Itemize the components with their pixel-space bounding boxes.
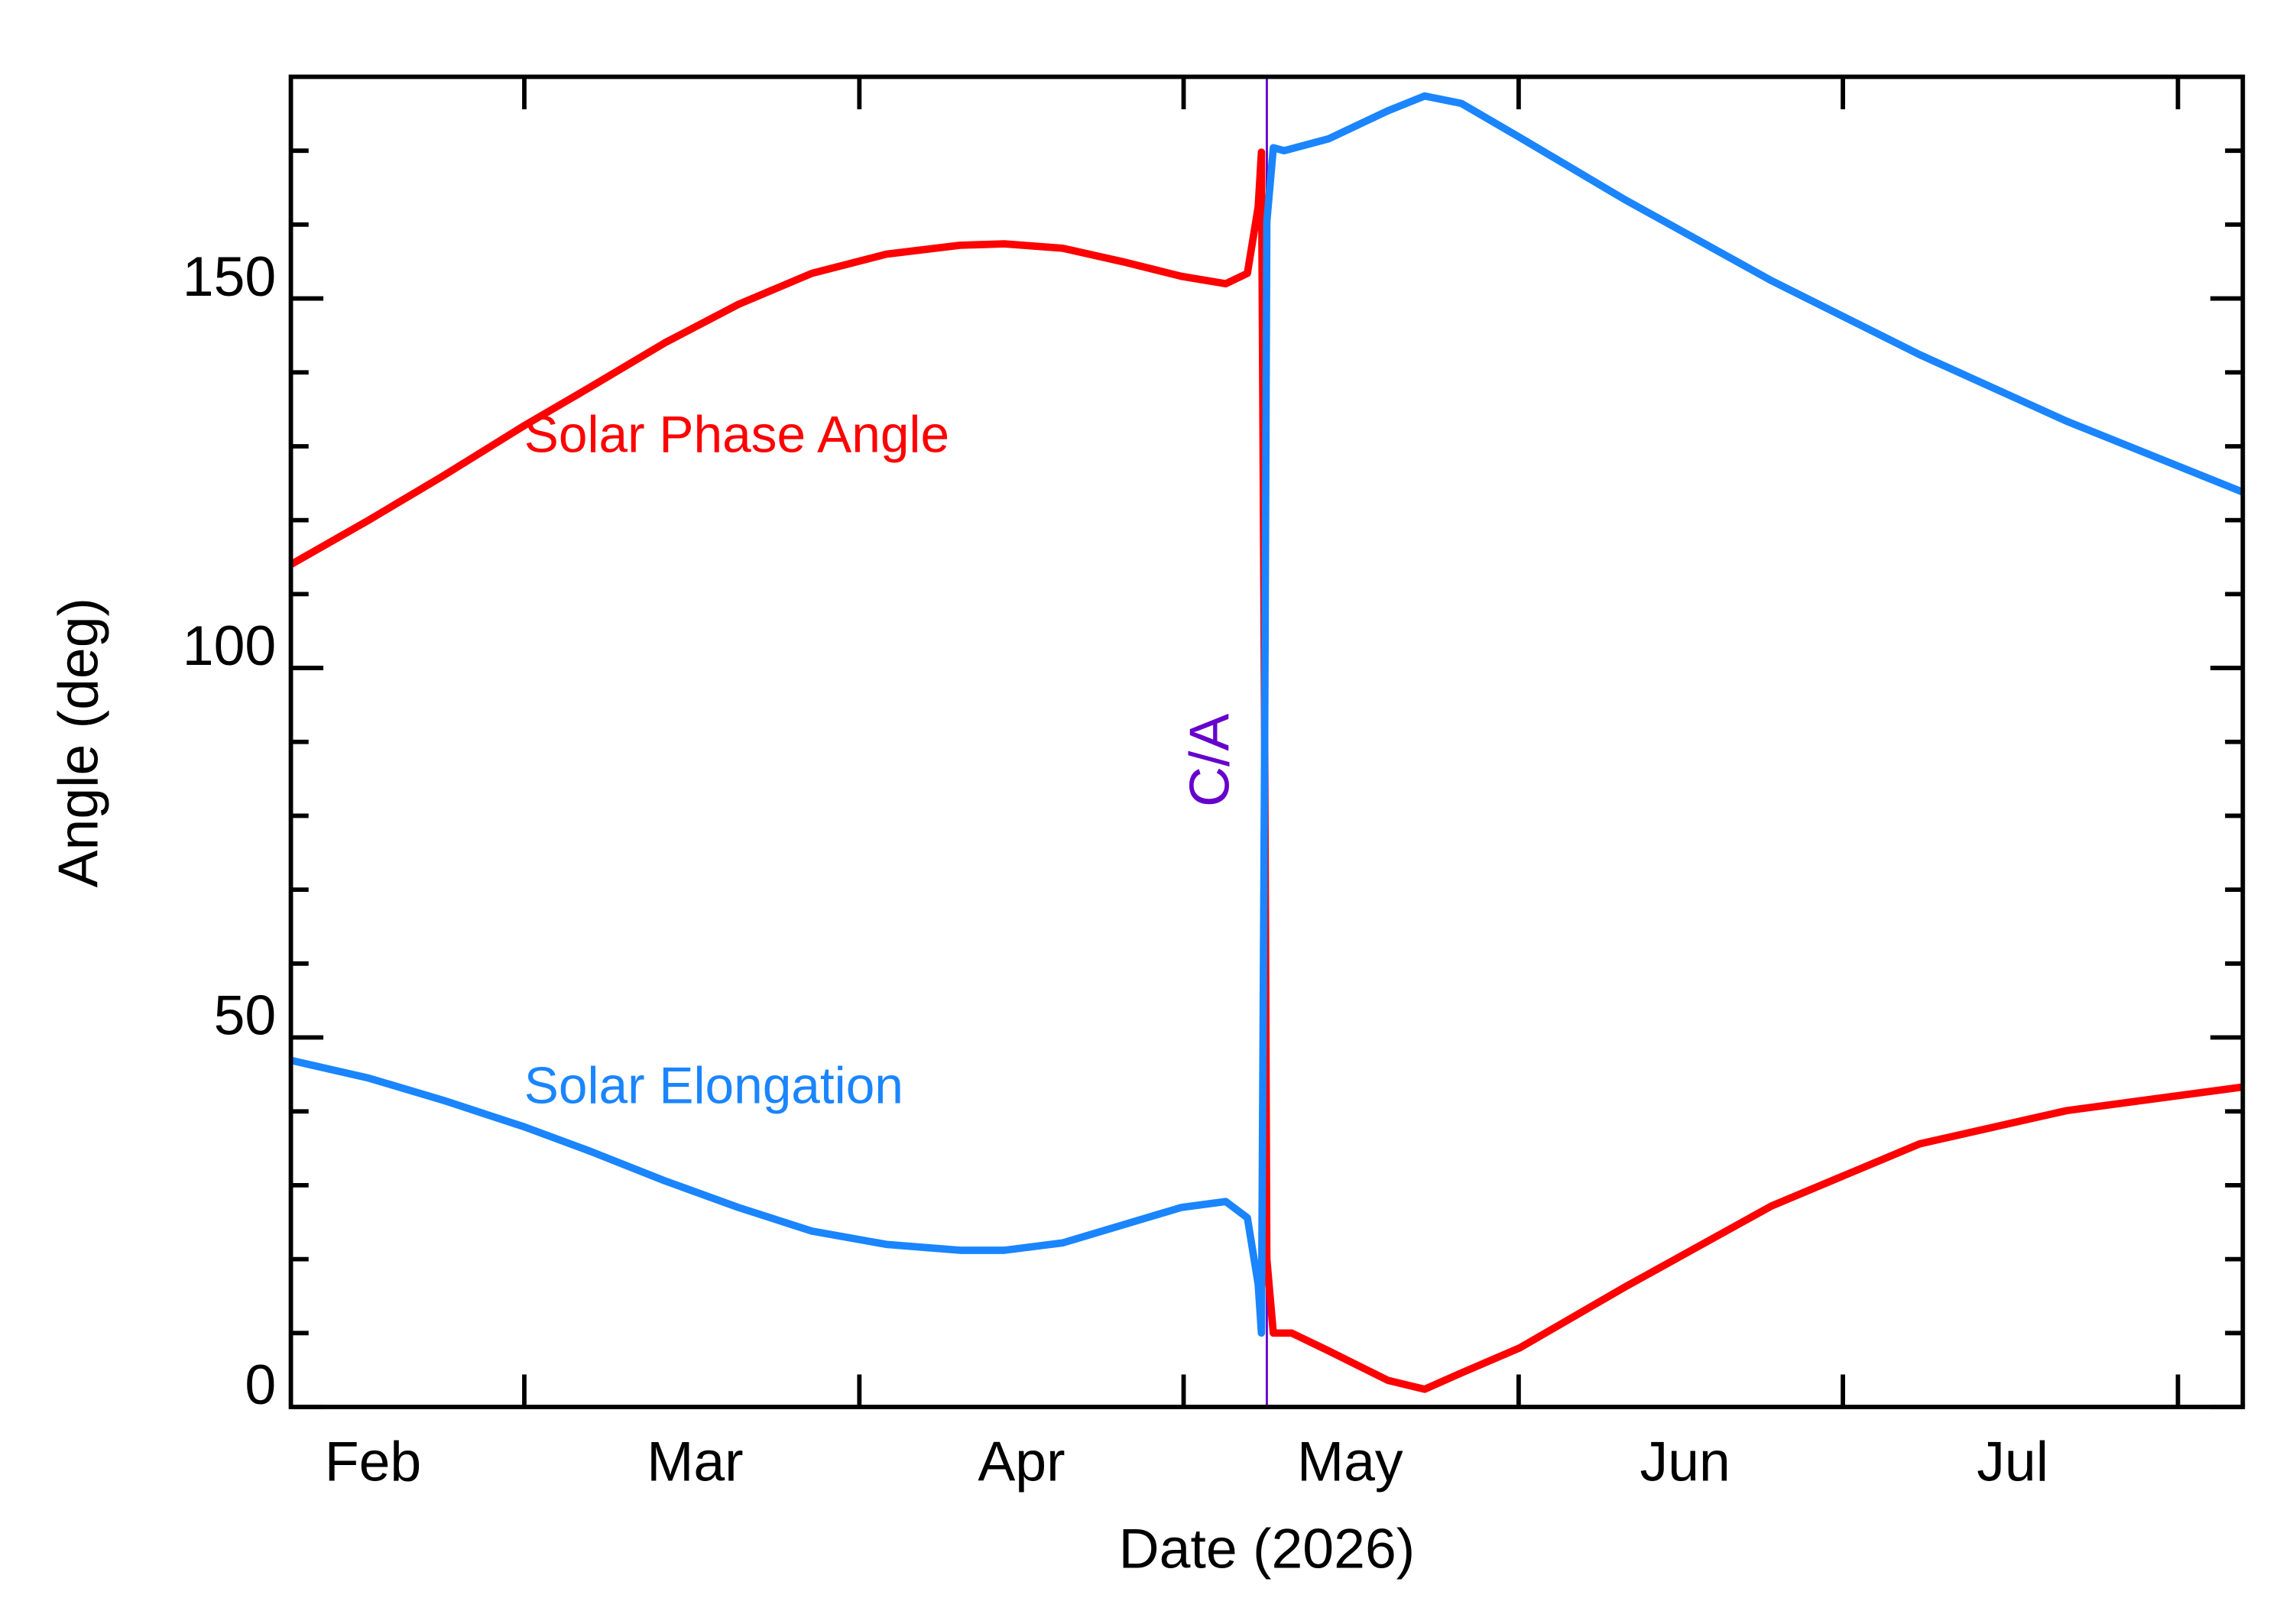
x-tick-label: Jun	[1640, 1431, 1730, 1493]
y-tick-label: 50	[214, 984, 277, 1047]
series-line	[289, 148, 2243, 1393]
x-axis-label: Date (2026)	[1119, 1518, 1416, 1580]
x-tick-label: Mar	[647, 1431, 743, 1493]
x-tick-label: Feb	[325, 1431, 421, 1493]
series-label: Solar Elongation	[524, 1058, 903, 1115]
y-tick-label: 100	[183, 614, 276, 677]
y-tick-label: 0	[245, 1353, 276, 1416]
x-tick-label: May	[1297, 1431, 1403, 1493]
y-tick-label: 150	[183, 245, 276, 308]
plot-frame	[288, 74, 2246, 1409]
x-tick-label: Jul	[1977, 1431, 2048, 1493]
y-axis-label: Angle (deg)	[47, 598, 110, 887]
closest-approach-label: C/A	[1178, 714, 1241, 807]
series-line	[290, 92, 2245, 1337]
series-label: Solar Phase Angle	[524, 407, 949, 464]
x-tick-label: Apr	[978, 1431, 1065, 1493]
